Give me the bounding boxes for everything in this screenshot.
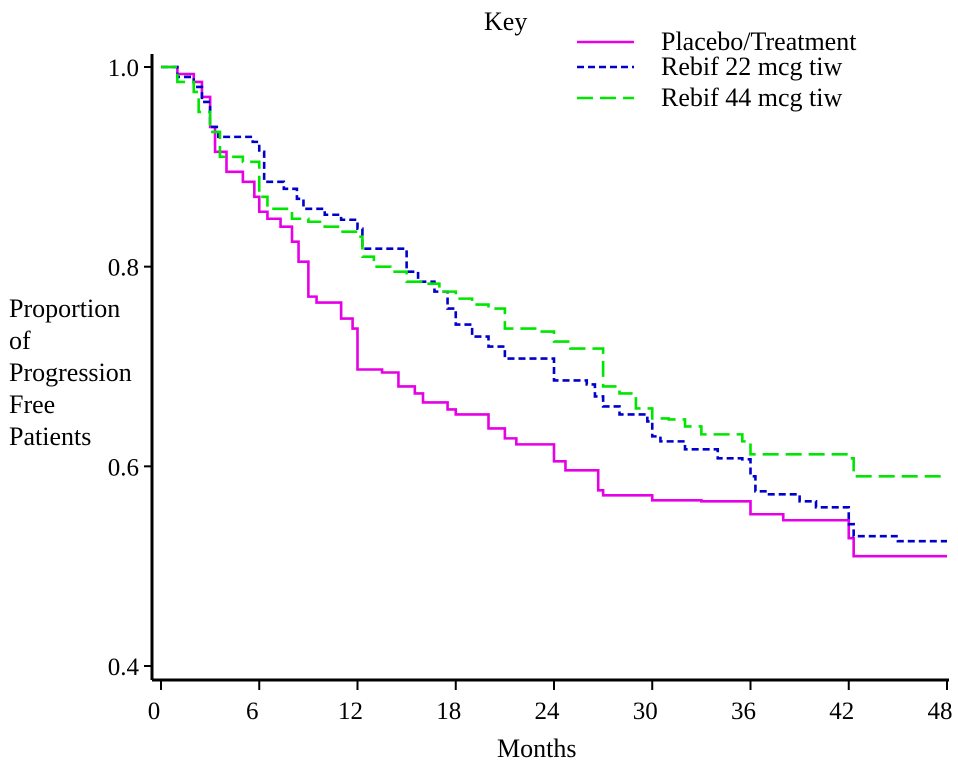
x-tick-label: 30: [633, 698, 658, 725]
plot-lines: [161, 65, 947, 558]
x-axis-title: Months: [497, 734, 577, 763]
legend-title: Key: [484, 7, 528, 36]
legend-label: Placebo/Treatment: [661, 27, 857, 56]
y-tick-label: 1.0: [108, 55, 139, 82]
y-axis-title-line: Proportion: [9, 294, 121, 323]
y-ticks: 0.4 0.6 0.8 1.0: [108, 55, 152, 681]
y-axis-title-line: Patients: [9, 422, 92, 451]
x-tick-label: 12: [338, 698, 363, 725]
x-tick-label: 48: [928, 698, 953, 725]
series-line-1: [161, 65, 947, 558]
y-axis-title-line: Free: [9, 390, 56, 419]
axes: [150, 54, 949, 682]
y-axis-title-line: Progression: [9, 358, 132, 387]
x-tick-label: 0: [148, 698, 161, 725]
series-line-2: [161, 65, 947, 543]
y-tick-label: 0.4: [108, 654, 140, 681]
series-line-3: [161, 65, 947, 478]
legend-label: Rebif 22 mcg tiw: [661, 52, 842, 81]
y-axis-title-line: of: [9, 326, 31, 355]
x-tick-label: 42: [829, 698, 854, 725]
x-ticks: 0 6 12 18 24 30 36 42 48: [148, 680, 953, 725]
y-tick-label: 0.6: [108, 454, 139, 481]
x-tick-label: 6: [246, 698, 259, 725]
y-axis-title: Proportion of Progression Free Patients: [9, 293, 132, 453]
y-tick-label: 0.8: [108, 255, 139, 282]
x-tick-label: 24: [535, 698, 561, 725]
x-tick-label: 36: [731, 698, 756, 725]
legend-label: Rebif 44 mcg tiw: [661, 83, 842, 112]
x-tick-label: 18: [436, 698, 461, 725]
